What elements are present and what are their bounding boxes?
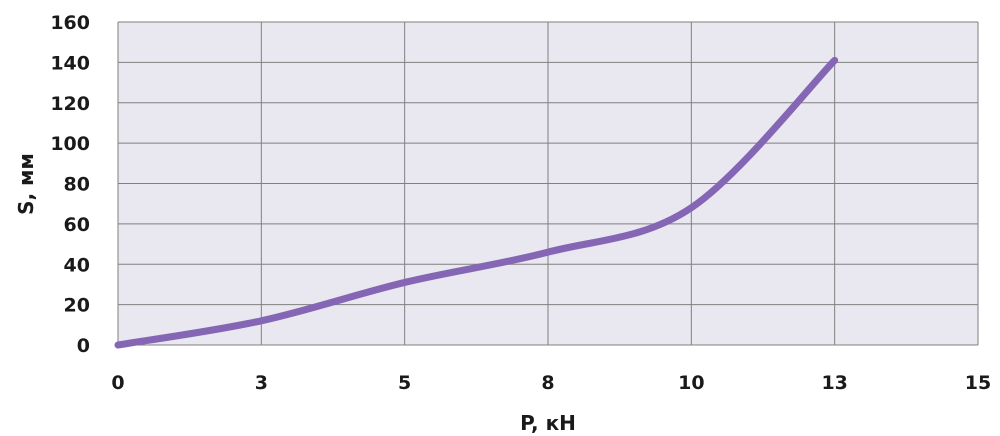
x-tick-label: 13 bbox=[821, 372, 847, 394]
y-tick-labels: 0 20 40 60 80 100 120 140 160 bbox=[50, 12, 90, 357]
y-tick-label: 100 bbox=[50, 133, 90, 155]
y-tick-label: 80 bbox=[64, 174, 90, 196]
x-tick-label: 15 bbox=[965, 372, 991, 394]
y-tick-label: 120 bbox=[50, 93, 90, 115]
y-tick-label: 60 bbox=[64, 214, 90, 236]
y-tick-label: 160 bbox=[50, 12, 90, 34]
x-tick-label: 0 bbox=[111, 372, 124, 394]
series-line bbox=[114, 56, 839, 349]
x-axis-label: P, кН bbox=[520, 411, 576, 435]
x-tick-label: 10 bbox=[678, 372, 704, 394]
y-tick-label: 20 bbox=[64, 295, 90, 317]
y-tick-label: 40 bbox=[64, 254, 90, 276]
x-tick-labels: 0 3 5 8 10 13 15 bbox=[111, 372, 991, 394]
gridlines bbox=[117, 21, 979, 346]
x-tick-label: 3 bbox=[255, 372, 268, 394]
y-axis-label: S, мм bbox=[14, 153, 38, 215]
y-tick-label: 140 bbox=[50, 52, 90, 74]
y-tick-label: 0 bbox=[77, 335, 90, 357]
x-tick-label: 5 bbox=[398, 372, 411, 394]
x-tick-label: 8 bbox=[541, 372, 554, 394]
